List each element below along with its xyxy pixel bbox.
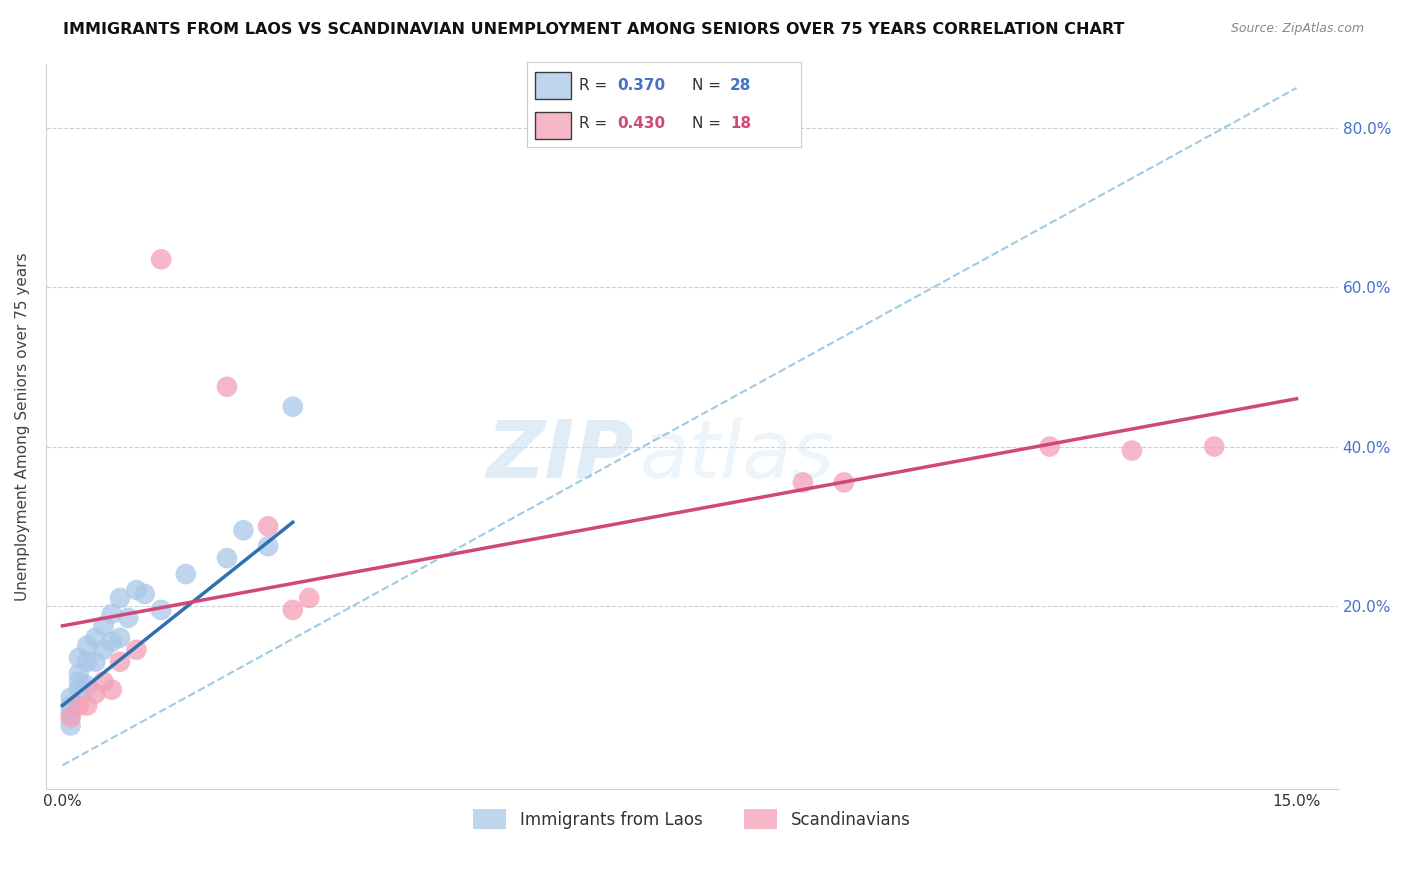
Point [281,400,304,414]
Point [101,635,124,649]
Point [125,582,148,597]
Text: 0.430: 0.430 [617,116,666,131]
Point [232,523,254,537]
Point [67,650,90,665]
Point [84,655,107,669]
Point [281,603,304,617]
Point [174,567,197,582]
Point [84,687,107,701]
Point [76,698,98,713]
Point [59,718,82,732]
Point [215,380,238,394]
FancyBboxPatch shape [536,112,571,139]
Text: R =: R = [579,116,613,131]
Text: IMMIGRANTS FROM LAOS VS SCANDINAVIAN UNEMPLOYMENT AMONG SENIORS OVER 75 YEARS CO: IMMIGRANTS FROM LAOS VS SCANDINAVIAN UNE… [63,22,1125,37]
Text: 18: 18 [730,116,751,131]
Point [76,639,98,653]
Point [59,706,82,721]
FancyBboxPatch shape [536,71,571,99]
Text: N =: N = [692,78,725,93]
Point [59,698,82,713]
Text: 0.370: 0.370 [617,78,666,93]
Point [59,690,82,705]
Point [93,619,115,633]
Point [108,591,131,605]
Point [257,539,280,553]
Point [93,674,115,689]
Point [67,682,90,697]
Point [76,679,98,693]
Point [101,682,124,697]
Point [257,519,280,533]
Point [134,587,156,601]
Point [67,666,90,681]
Point [117,611,139,625]
Point [108,631,131,645]
Point [67,698,90,713]
Point [298,591,321,605]
Text: atlas: atlas [640,417,835,495]
Point [93,642,115,657]
Point [84,631,107,645]
Point [101,607,124,621]
Point [1204,440,1226,454]
Point [215,551,238,566]
Text: N =: N = [692,116,725,131]
Point [108,655,131,669]
Point [125,642,148,657]
Text: Source: ZipAtlas.com: Source: ZipAtlas.com [1230,22,1364,36]
Point [59,710,82,724]
Y-axis label: Unemployment Among Seniors over 75 years: Unemployment Among Seniors over 75 years [15,252,30,601]
Legend: Immigrants from Laos, Scandinavians: Immigrants from Laos, Scandinavians [467,803,917,835]
Point [150,252,173,267]
Point [150,603,173,617]
Text: ZIP: ZIP [486,417,634,495]
Point [1039,440,1062,454]
Point [76,655,98,669]
Point [67,674,90,689]
Text: R =: R = [579,78,613,93]
Text: 28: 28 [730,78,752,93]
Point [1121,443,1143,458]
Point [832,475,855,490]
Point [792,475,814,490]
